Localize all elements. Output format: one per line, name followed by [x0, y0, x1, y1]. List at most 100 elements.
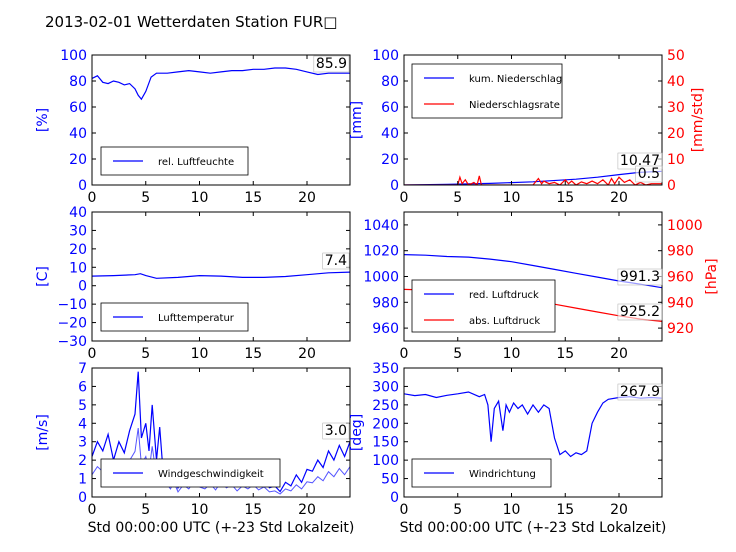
x-tick-label: 20 — [298, 346, 316, 362]
x-axis-label: Std 00:00:00 UTC (+-23 Std Lokalzeit) — [88, 520, 355, 536]
value-annotation-box — [617, 303, 663, 321]
y-tick-label: −30 — [57, 334, 87, 350]
value-annotation-box — [322, 252, 350, 270]
x-tick-label: 20 — [298, 502, 316, 518]
y-tick-label: 60 — [381, 100, 399, 116]
x-tick-label: 10 — [191, 190, 209, 206]
x-tick-label: 15 — [244, 502, 262, 518]
legend-label: red. Luftdruck — [469, 290, 539, 301]
x-tick-label: 0 — [88, 190, 97, 206]
series-line-2 — [404, 175, 662, 185]
series-line-1 — [404, 391, 662, 458]
y-right-tick-label: 980 — [667, 244, 694, 260]
value-annotation: 3.0 — [325, 423, 347, 439]
y-right-axis-label: [mm/std] — [690, 88, 706, 153]
y-tick-label: 980 — [372, 295, 399, 311]
y-axis-label: [m/s] — [35, 414, 51, 451]
y-right-tick-label: 0 — [667, 178, 676, 194]
x-tick-label: 10 — [191, 502, 209, 518]
y-tick-label: 3 — [78, 435, 87, 451]
y-tick-label: 1020 — [363, 244, 399, 260]
axes-frame — [91, 367, 351, 498]
y-tick-label: 100 — [372, 48, 399, 64]
x-tick-label: 20 — [610, 502, 628, 518]
axes-frame — [91, 211, 351, 342]
y-tick-label: 0 — [390, 490, 399, 506]
y-tick-label: 10 — [69, 260, 87, 276]
figure-title: 2013-02-01 Wetterdaten Station FUR□ — [45, 13, 337, 31]
subplot-2: 0 5 10 15 20 0 20 40 60 80 100 0 10 20 30 40 50 [mm] [mm/s… — [349, 48, 706, 206]
y-right-tick-label: 50 — [667, 48, 685, 64]
value-annotation: 991.3 — [620, 269, 660, 285]
y-tick-label: −20 — [57, 316, 87, 332]
y-tick-label: 40 — [69, 126, 87, 142]
x-tick-label: 5 — [141, 346, 150, 362]
y-axis-label: [C] — [35, 266, 51, 287]
y-right-tick-label: 20 — [667, 126, 685, 142]
x-tick-label: 5 — [453, 346, 462, 362]
y-tick-label: 20 — [69, 242, 87, 258]
y-tick-label: 30 — [69, 223, 87, 239]
x-tick-label: 5 — [453, 502, 462, 518]
value-annotation: 7.4 — [325, 253, 347, 269]
x-tick-label: 5 — [453, 190, 462, 206]
value-annotation-box — [635, 165, 663, 183]
x-tick-label: 5 — [141, 502, 150, 518]
x-tick-label: 20 — [610, 346, 628, 362]
y-tick-label: 4 — [78, 416, 87, 432]
x-tick-label: 15 — [244, 346, 262, 362]
x-tick-label: 20 — [610, 190, 628, 206]
x-tick-label: 10 — [191, 346, 209, 362]
series-line-1 — [92, 271, 350, 279]
x-tick-label: 15 — [556, 190, 574, 206]
y-right-tick-label: 40 — [667, 74, 685, 90]
y-tick-label: 100 — [372, 453, 399, 469]
y-right-tick-label: 10 — [667, 152, 685, 168]
y-right-tick-label: 30 — [667, 100, 685, 116]
y-right-tick-label: 920 — [667, 321, 694, 337]
y-tick-label: 2 — [78, 453, 87, 469]
x-tick-label: 10 — [503, 346, 521, 362]
value-annotation: 925.2 — [620, 304, 660, 320]
legend-label: kum. Niederschlag — [469, 74, 562, 85]
value-annotation-box — [617, 268, 663, 286]
x-tick-label: 15 — [556, 346, 574, 362]
y-tick-label: 960 — [372, 321, 399, 337]
y-tick-label: 0 — [78, 279, 87, 295]
y-tick-label: 1 — [78, 472, 87, 488]
x-tick-label: 0 — [400, 346, 409, 362]
y-tick-label: 1040 — [363, 218, 399, 234]
x-tick-label: 0 — [88, 502, 97, 518]
x-axis-label: Std 00:00:00 UTC (+-23 Std Lokalzeit) — [400, 520, 667, 536]
value-annotation-box — [322, 422, 350, 440]
y-tick-label: 0 — [78, 178, 87, 194]
y-axis-label: [%] — [35, 108, 51, 132]
y-tick-label: 80 — [381, 74, 399, 90]
axes-frame — [403, 367, 663, 498]
value-annotation: 85.9 — [316, 56, 347, 72]
y-tick-label: 0 — [390, 178, 399, 194]
y-tick-label: 300 — [372, 379, 399, 395]
x-tick-label: 0 — [88, 346, 97, 362]
y-tick-label: 20 — [381, 152, 399, 168]
y-tick-label: 5 — [78, 398, 87, 414]
y-right-tick-label: 1000 — [667, 218, 703, 234]
legend-box — [411, 279, 556, 333]
value-annotation: 10.47 — [620, 153, 660, 169]
value-annotation-box — [617, 383, 663, 401]
value-annotation-box — [313, 55, 350, 73]
y-tick-label: 0 — [78, 490, 87, 506]
y-tick-label: 6 — [78, 379, 87, 395]
x-tick-label: 20 — [298, 190, 316, 206]
y-tick-label: 200 — [372, 416, 399, 432]
x-tick-label: 10 — [503, 502, 521, 518]
x-tick-label: 15 — [556, 502, 574, 518]
y-right-axis-label: [hPa] — [704, 258, 720, 294]
axes-frame — [91, 54, 351, 186]
subplot-4: 0 5 10 15 20 960 980 1000 1020 1040 920 940 960 980 10… — [363, 211, 720, 362]
value-annotation: 267.9 — [620, 384, 660, 400]
